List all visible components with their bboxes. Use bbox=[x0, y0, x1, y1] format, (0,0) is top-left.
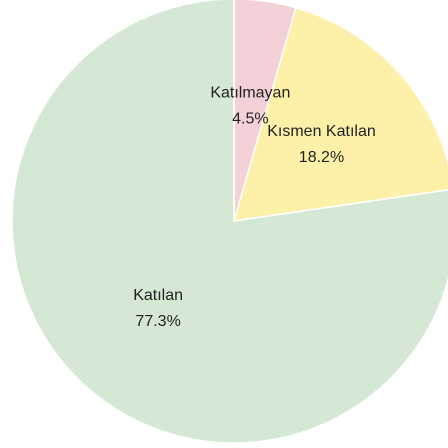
slice-value-label: 77.3% bbox=[135, 313, 180, 330]
pie-slice bbox=[11, 0, 448, 444]
pie-slice bbox=[232, 6, 448, 222]
slice-value-label: 4.5% bbox=[232, 110, 268, 127]
slice-value-label: 18.2% bbox=[299, 149, 344, 166]
slice-label: Katılan bbox=[133, 287, 183, 304]
slice-label: Katılmayan bbox=[210, 84, 290, 101]
slice-label: Kısmen Katılan bbox=[267, 123, 376, 140]
